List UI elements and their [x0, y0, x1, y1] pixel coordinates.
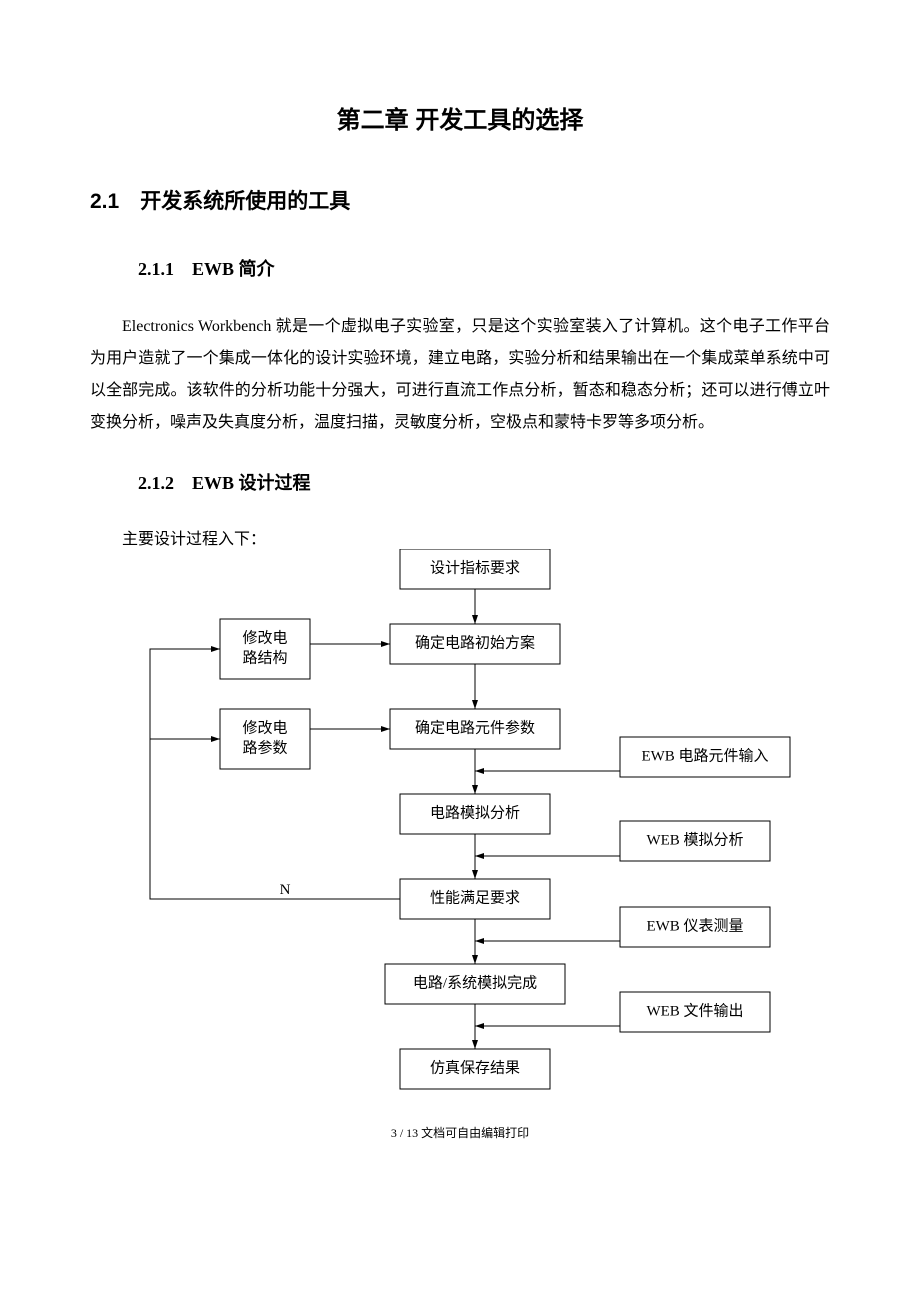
- svg-text:WEB 模拟分析: WEB 模拟分析: [646, 831, 743, 848]
- ewb-flowchart: 设计指标要求确定电路初始方案确定电路元件参数电路模拟分析性能满足要求电路/系统模…: [90, 549, 830, 1119]
- svg-text:修改电: 修改电: [242, 629, 287, 646]
- flowchart-svg: 设计指标要求确定电路初始方案确定电路元件参数电路模拟分析性能满足要求电路/系统模…: [90, 549, 830, 1119]
- section-title: 2.1 开发系统所使用的工具: [90, 185, 830, 215]
- svg-text:WEB 文件输出: WEB 文件输出: [646, 1002, 743, 1019]
- subsection-212-leadin: 主要设计过程入下：: [90, 525, 830, 549]
- svg-text:仿真保存结果: 仿真保存结果: [430, 1058, 520, 1076]
- svg-text:路参数: 路参数: [242, 739, 287, 756]
- svg-text:确定电路元件参数: 确定电路元件参数: [415, 719, 535, 736]
- svg-text:确定电路初始方案: 确定电路初始方案: [415, 633, 535, 651]
- document-page: 第二章 开发工具的选择 2.1 开发系统所使用的工具 2.1.1 EWB 简介 …: [0, 0, 920, 1181]
- svg-text:EWB 电路元件输入: EWB 电路元件输入: [641, 747, 768, 764]
- svg-text:设计指标要求: 设计指标要求: [430, 559, 520, 576]
- page-footer: 3 / 13 文档可自由编辑打印: [90, 1124, 830, 1141]
- subsection-211-paragraph: Electronics Workbench 就是一个虚拟电子实验室，只是这个实验…: [90, 311, 830, 439]
- svg-text:电路/系统模拟完成: 电路/系统模拟完成: [413, 974, 537, 991]
- svg-text:性能满足要求: 性能满足要求: [430, 889, 520, 906]
- chapter-title: 第二章 开发工具的选择: [90, 100, 830, 135]
- svg-text:EWB 仪表测量: EWB 仪表测量: [646, 917, 743, 934]
- svg-text:路结构: 路结构: [242, 649, 287, 666]
- subsection-212-title: 2.1.2 EWB 设计过程: [138, 469, 830, 495]
- svg-text:N: N: [280, 882, 291, 898]
- subsection-211-title: 2.1.1 EWB 简介: [138, 255, 830, 281]
- svg-text:修改电: 修改电: [242, 719, 287, 736]
- svg-text:电路模拟分析: 电路模拟分析: [430, 804, 520, 821]
